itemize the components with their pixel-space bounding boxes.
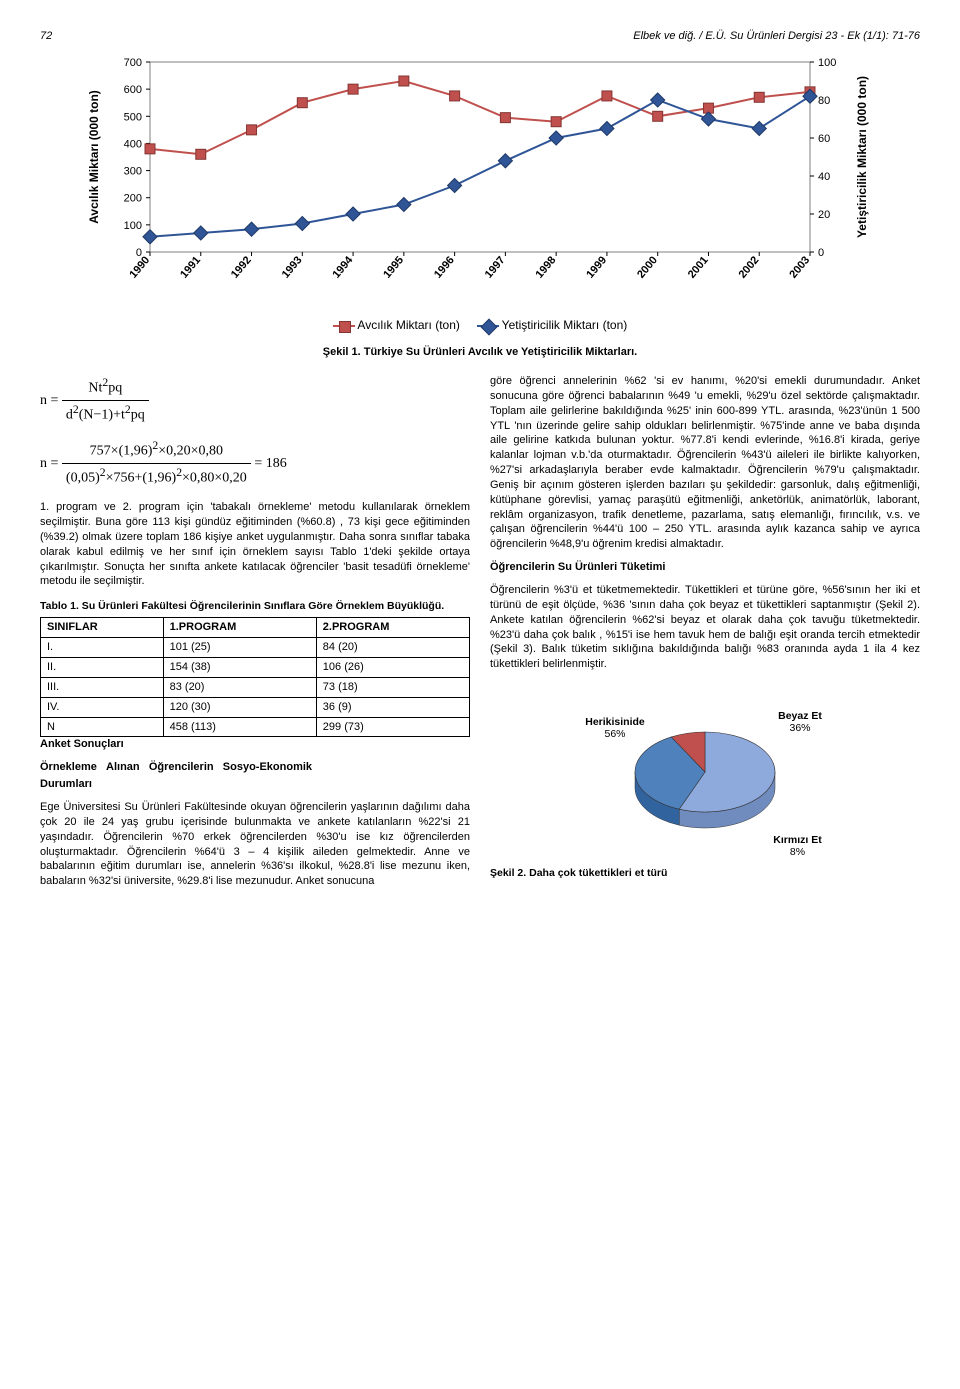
legend-label-yetistiricilik: Yetiştiricilik Miktarı (ton) <box>502 318 628 332</box>
svg-text:1990: 1990 <box>127 254 152 280</box>
svg-text:Yetiştiricilik Miktarı (000 to: Yetiştiricilik Miktarı (000 ton) <box>855 76 869 238</box>
legend-label-avcilik: Avcılık Miktarı (ton) <box>357 318 459 332</box>
table-1: SINIFLAR1.PROGRAM2.PROGRAM I.101 (25)84 … <box>40 617 470 737</box>
table-row: N458 (113)299 (73) <box>41 717 470 737</box>
running-head-text: Elbek ve diğ. / E.Ü. Su Ürünleri Dergisi… <box>633 30 920 42</box>
svg-text:2003: 2003 <box>787 254 812 280</box>
svg-text:600: 600 <box>124 84 142 96</box>
svg-text:0: 0 <box>818 247 824 259</box>
svg-text:1993: 1993 <box>280 254 305 280</box>
svg-text:1995: 1995 <box>381 254 406 280</box>
svg-text:2000: 2000 <box>635 254 660 280</box>
svg-text:1999: 1999 <box>584 254 609 280</box>
sample-size-formula: n = Nt2pqd2(N−1)+t2pq <box>40 374 470 427</box>
figure-2-caption: Şekil 2. Daha çok tükettikleri et türü <box>490 866 920 880</box>
table-row: IV.120 (30)36 (9) <box>41 697 470 717</box>
left-paragraph-2: Ege Üniversitesi Su Ürünleri Fakültesind… <box>40 800 470 889</box>
legend-swatch-avcilik <box>333 325 355 327</box>
table-row: III.83 (20)73 (18) <box>41 677 470 697</box>
svg-text:400: 400 <box>124 138 142 150</box>
table-row: II.154 (38)106 (26) <box>41 658 470 678</box>
svg-text:100: 100 <box>818 57 836 69</box>
svg-text:100: 100 <box>124 220 142 232</box>
figure-1-line-chart: 0100200300400500600700020406080100199019… <box>80 52 880 312</box>
right-paragraph-1: göre öğrenci annelerinin %62 'si ev hanı… <box>490 374 920 552</box>
figure-1-legend: Avcılık Miktarı (ton) Yetiştiricilik Mik… <box>40 318 920 332</box>
svg-text:2002: 2002 <box>737 254 762 280</box>
svg-text:300: 300 <box>124 166 142 178</box>
svg-text:60: 60 <box>818 133 830 145</box>
svg-text:1994: 1994 <box>330 254 355 281</box>
right-subhead-tuketim: Öğrencilerin Su Ürünleri Tüketimi <box>490 560 920 575</box>
figure-2-pie-chart: Herikisinide56% Beyaz Et36% Kırmızı Et8% <box>575 682 835 862</box>
svg-text:2001: 2001 <box>686 254 711 280</box>
table-header: 1.PROGRAM <box>163 618 316 638</box>
svg-text:500: 500 <box>124 111 142 123</box>
right-column: göre öğrenci annelerinin %62 'si ev hanı… <box>490 374 920 897</box>
legend-swatch-yetistiricilik <box>477 325 499 327</box>
left-subhead-anket: Anket Sonuçları <box>40 737 470 752</box>
table-header: 2.PROGRAM <box>316 618 469 638</box>
svg-text:1992: 1992 <box>229 254 254 280</box>
svg-text:Avcılık Miktarı (000 ton): Avcılık Miktarı (000 ton) <box>87 90 101 224</box>
svg-text:1991: 1991 <box>178 254 203 280</box>
svg-text:40: 40 <box>818 171 830 183</box>
left-column: n = Nt2pqd2(N−1)+t2pq n = 757×(1,96)2×0,… <box>40 374 470 897</box>
right-paragraph-2: Öğrencilerin %3'ü et tüketmemektedir. Tü… <box>490 583 920 672</box>
figure-1-caption: Şekil 1. Türkiye Su Ürünleri Avcılık ve … <box>40 346 920 358</box>
svg-text:20: 20 <box>818 209 830 221</box>
pie-label-herikisinide: Herikisinide56% <box>575 716 655 740</box>
table-header: SINIFLAR <box>41 618 164 638</box>
svg-text:200: 200 <box>124 193 142 205</box>
page-number: 72 <box>40 30 52 42</box>
svg-text:1996: 1996 <box>432 254 457 280</box>
table-1-title: Tablo 1. Su Ürünleri Fakültesi Öğrencile… <box>40 599 470 613</box>
svg-text:700: 700 <box>124 57 142 69</box>
svg-text:1997: 1997 <box>483 254 508 280</box>
sample-size-formula-numeric: n = 757×(1,96)2×0,20×0,80(0,05)2×756+(1,… <box>40 437 470 490</box>
left-paragraph-1: 1. program ve 2. program için 'tabakalı … <box>40 500 470 589</box>
table-row: I.101 (25)84 (20) <box>41 638 470 658</box>
svg-text:80: 80 <box>818 95 830 107</box>
svg-text:1998: 1998 <box>534 254 559 280</box>
left-subhead-sosyo: Örnekleme Alınan Öğrencilerin Sosyo-Ekon… <box>40 760 470 775</box>
running-header: 72 Elbek ve diğ. / E.Ü. Su Ürünleri Derg… <box>40 30 920 42</box>
pie-label-kirmizi: Kırmızı Et8% <box>760 834 835 858</box>
pie-label-beyaz: Beyaz Et36% <box>765 710 835 734</box>
